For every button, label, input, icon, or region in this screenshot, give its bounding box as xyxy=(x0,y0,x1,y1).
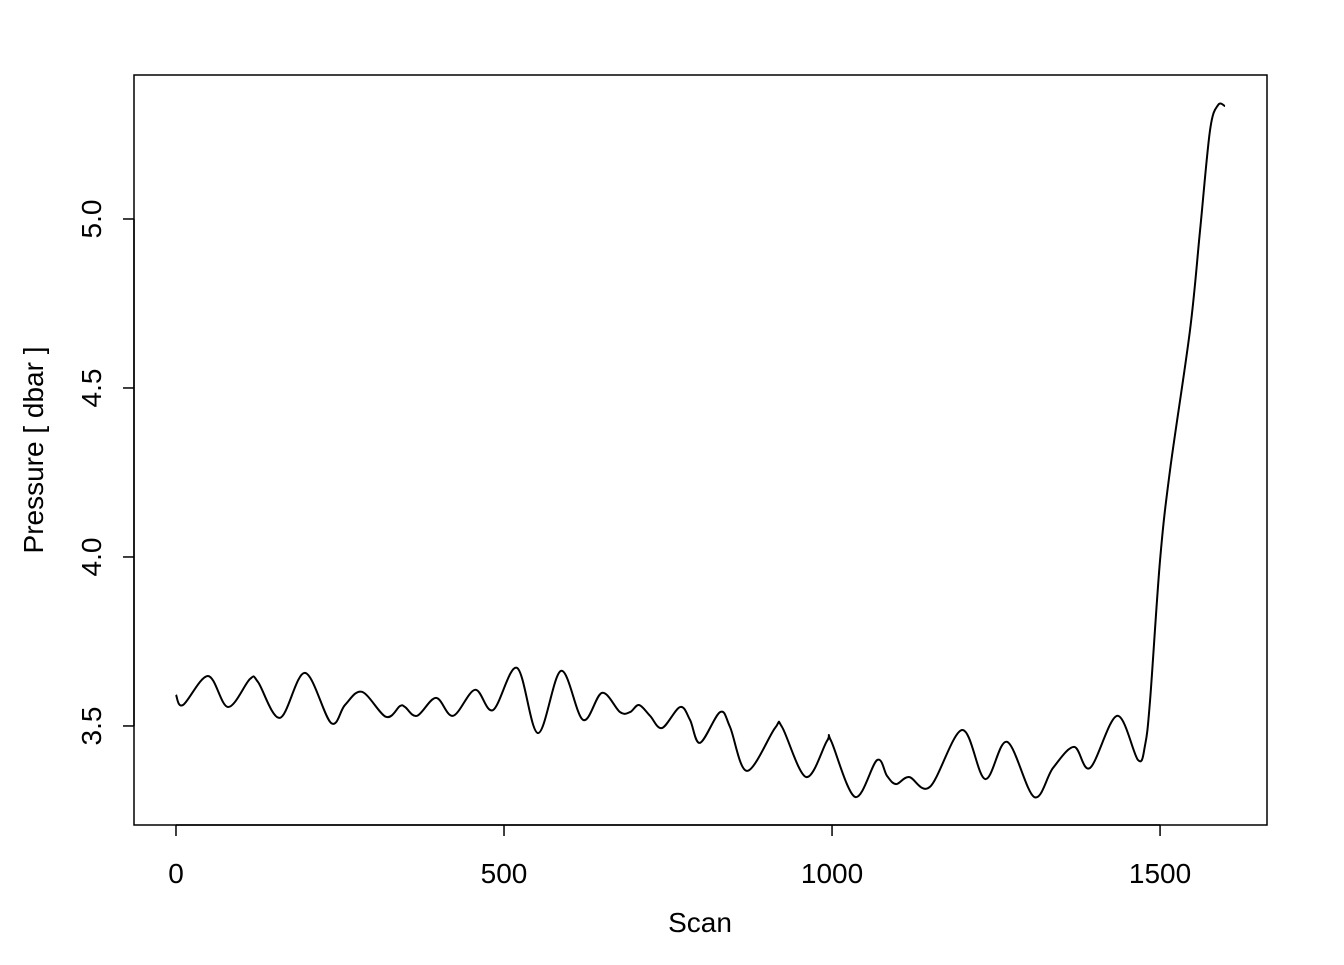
y-axis: 3.5 4.0 4.5 5.0 xyxy=(76,200,135,746)
x-tick-label: 500 xyxy=(481,858,528,889)
pressure-line xyxy=(175,102,1226,799)
x-axis-label: Scan xyxy=(668,907,732,938)
x-tick-label: 0 xyxy=(168,858,184,889)
y-tick-label: 3.5 xyxy=(76,707,107,746)
x-tick-label: 1500 xyxy=(1129,858,1191,889)
y-axis-label: Pressure [ dbar ] xyxy=(18,347,49,554)
y-tick-label: 4.5 xyxy=(76,369,107,408)
y-tick-label: 4.0 xyxy=(76,538,107,577)
x-tick-label: 1000 xyxy=(801,858,863,889)
y-tick-label: 5.0 xyxy=(76,200,107,239)
x-axis: 0 500 1000 1500 xyxy=(168,824,1191,889)
plot-box xyxy=(133,74,1268,826)
